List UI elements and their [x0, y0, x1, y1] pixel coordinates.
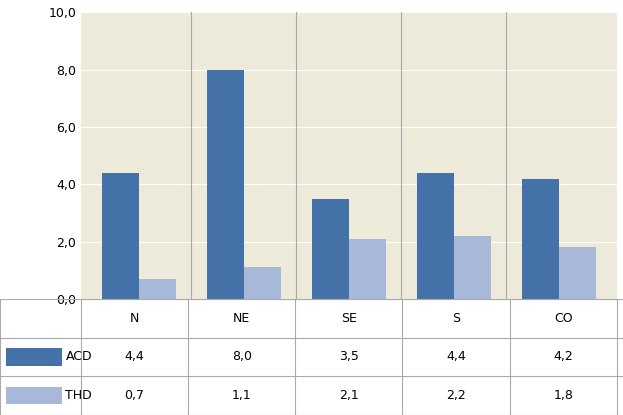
Bar — [559, 247, 596, 299]
Text: S: S — [452, 312, 460, 325]
Text: ACD: ACD — [65, 350, 92, 364]
Bar — [139, 279, 176, 299]
FancyBboxPatch shape — [6, 387, 62, 404]
Bar — [207, 70, 244, 299]
Text: 2,2: 2,2 — [446, 389, 466, 402]
Text: 4,4: 4,4 — [125, 350, 145, 364]
Text: 1,8: 1,8 — [553, 389, 573, 402]
Bar — [244, 267, 280, 299]
Bar — [349, 239, 386, 299]
Bar — [454, 236, 491, 299]
Text: CO: CO — [554, 312, 573, 325]
FancyBboxPatch shape — [6, 348, 62, 366]
Text: 4,4: 4,4 — [446, 350, 466, 364]
Text: 2,1: 2,1 — [339, 389, 359, 402]
Text: 4,2: 4,2 — [553, 350, 573, 364]
Text: 0,7: 0,7 — [125, 389, 145, 402]
Text: 1,1: 1,1 — [232, 389, 252, 402]
Text: SE: SE — [341, 312, 357, 325]
Bar — [417, 173, 454, 299]
Text: 8,0: 8,0 — [232, 350, 252, 364]
Bar — [312, 198, 349, 299]
Text: 3,5: 3,5 — [339, 350, 359, 364]
Bar — [522, 178, 559, 299]
Bar — [102, 173, 139, 299]
Text: NE: NE — [233, 312, 250, 325]
Text: THD: THD — [65, 389, 92, 402]
Text: N: N — [130, 312, 140, 325]
